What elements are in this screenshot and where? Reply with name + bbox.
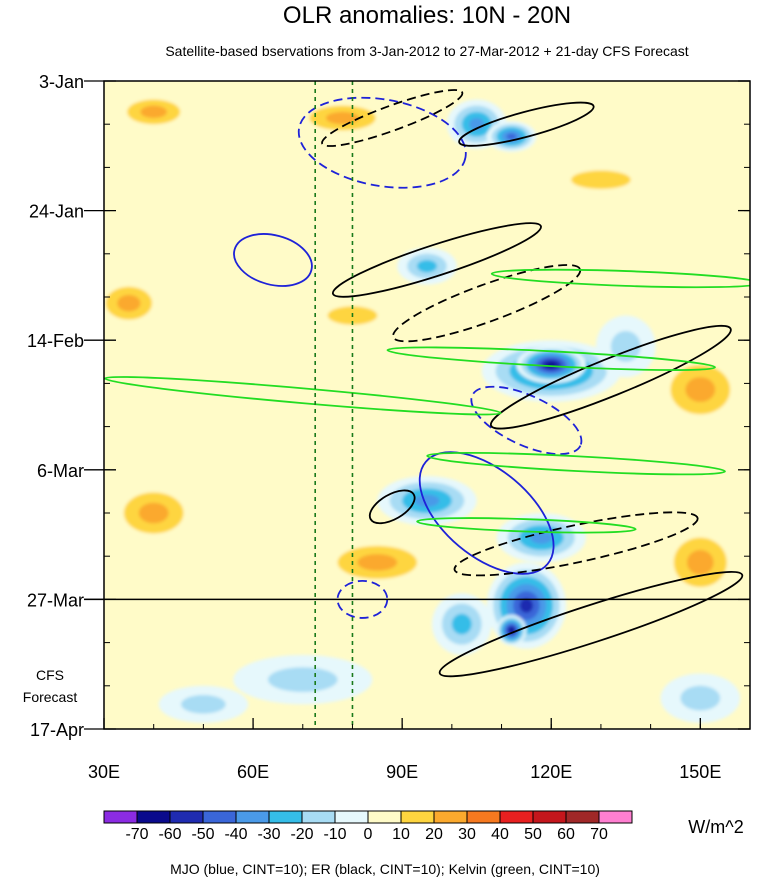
- colorbar-label-5: -20: [290, 826, 313, 843]
- x-tick-label-3: 120E: [530, 762, 572, 782]
- mjo-contour-4: [470, 385, 583, 456]
- colorbar-swatch-12: [499, 810, 534, 824]
- x-axis: 30E 60E 90E 120E 150E: [88, 718, 751, 782]
- er-contour-12: [438, 570, 744, 678]
- anomaly-blob-2-level-2: [417, 259, 437, 273]
- colorbar-label-10: 30: [458, 826, 476, 843]
- anomaly-blob-10-level-2: [451, 613, 472, 635]
- anomaly-blob-1-level-4: [506, 133, 517, 140]
- anomaly-blob-6-level-3: [414, 494, 440, 507]
- anomaly-blob-20-level-2: [138, 502, 169, 524]
- plot-area: [84, 80, 751, 730]
- colorbar-swatch-6: [301, 810, 336, 824]
- colorbar-swatch-0: [103, 810, 138, 824]
- er-contour-5: [458, 101, 595, 147]
- colorbar-label-14: 70: [590, 826, 608, 843]
- colorbar-label-8: 10: [392, 826, 410, 843]
- colorbar-swatch-10: [433, 810, 468, 824]
- anomaly-blob-22-level-2: [687, 550, 714, 575]
- colorbar-label-2: -50: [191, 826, 214, 843]
- anomaly-blob-19-level-2: [685, 377, 716, 402]
- y-tick-label-2: 14-Feb: [27, 331, 84, 351]
- anomaly-blob-13-level-1: [680, 685, 721, 711]
- colorbar-swatch-2: [169, 810, 204, 824]
- x-tick-label-4: 150E: [679, 762, 721, 782]
- er-contour-10: [368, 489, 416, 525]
- colorbar-swatch-9: [400, 810, 435, 824]
- y-tick-label-4: 27-Mar: [27, 590, 84, 610]
- colorbar-swatch-1: [136, 810, 171, 824]
- mjo-contour-1: [233, 233, 313, 287]
- colorbar-label-7: 0: [364, 826, 373, 843]
- colorbar-label-12: 50: [524, 826, 542, 843]
- chart-subtitle: Satellite-based bservations from 3-Jan-2…: [165, 43, 688, 59]
- anomaly-blob-8-level-5: [519, 598, 534, 613]
- anomaly-blob-9-level-6: [509, 628, 514, 633]
- er-contour-7: [331, 222, 542, 298]
- anomaly-blob-15-level-2: [325, 111, 360, 125]
- y-tick-label-3: 6-Mar: [37, 461, 84, 481]
- colorbar-swatch-8: [367, 810, 402, 824]
- kelvin-contour-13: [104, 376, 502, 416]
- er-contour-6: [321, 89, 464, 147]
- mjo-contour-0: [297, 96, 467, 189]
- kelvin-contour-16: [426, 451, 726, 476]
- kelvin-contour-14: [386, 346, 716, 371]
- colorbar-swatch-15: [598, 810, 633, 824]
- y-tick-label-1: 24-Jan: [29, 202, 84, 222]
- wave-contours: [104, 89, 750, 678]
- colorbar-label-1: -60: [158, 826, 181, 843]
- anomaly-blob-7-level-3: [530, 531, 553, 544]
- footer-legend: MJO (blue, CINT=10); ER (black, CINT=10)…: [170, 861, 600, 877]
- anomaly-blob-11-level-1: [267, 667, 338, 692]
- forecast-label-line1: CFS: [36, 667, 64, 683]
- y-tick-label-0: 3-Jan: [39, 72, 84, 92]
- er-contour-11: [453, 511, 699, 577]
- x-tick-label-2: 90E: [386, 762, 418, 782]
- colorbar-label-9: 20: [425, 826, 443, 843]
- kelvin-contour-15: [490, 268, 750, 289]
- colorbar-label-4: -30: [257, 826, 280, 843]
- colorbar-swatch-14: [565, 810, 600, 824]
- colorbar-swatch-11: [466, 810, 501, 824]
- forecast-label-line2: Forecast: [23, 689, 78, 705]
- anomaly-blob-21-level-2: [357, 554, 398, 571]
- colorbar-label-0: -70: [125, 826, 148, 843]
- colorbar-units: W/m^2: [688, 817, 743, 837]
- colorbar-label-6: -10: [323, 826, 346, 843]
- colorbar: -70 -60 -50 -40 -30 -20 -10 0 10 20 30 40 50 60 70: [103, 810, 633, 843]
- plot-frame: [103, 80, 751, 730]
- colorbar-label-13: 60: [557, 826, 575, 843]
- colorbar-swatch-5: [268, 810, 303, 824]
- y-axis: 3-Jan 24-Jan 14-Feb 6-Mar 27-Mar 17-Apr: [27, 72, 750, 740]
- chart-title: OLR anomalies: 10N - 20N: [283, 2, 571, 29]
- er-contour-8: [489, 324, 732, 430]
- colorbar-swatch-7: [334, 810, 369, 824]
- colorbar-swatch-13: [532, 810, 567, 824]
- anomaly-blob-14-level-2: [140, 105, 167, 119]
- anomaly-blob-12-level-1: [181, 695, 226, 714]
- anomaly-blob-16-level-1: [571, 170, 631, 189]
- colorbar-label-11: 40: [491, 826, 509, 843]
- x-tick-label-0: 30E: [88, 762, 120, 782]
- colorbar-swatch-4: [235, 810, 270, 824]
- colorbar-swatch-3: [202, 810, 237, 824]
- mjo-contour-2: [418, 451, 555, 575]
- colorbar-label-3: -40: [224, 826, 247, 843]
- kelvin-contour-17: [416, 517, 637, 534]
- anomaly-blob-17-level-2: [117, 294, 141, 312]
- y-tick-label-5: 17-Apr: [30, 720, 84, 740]
- reference-longitude-lines: [314, 81, 354, 729]
- x-tick-label-1: 60E: [237, 762, 269, 782]
